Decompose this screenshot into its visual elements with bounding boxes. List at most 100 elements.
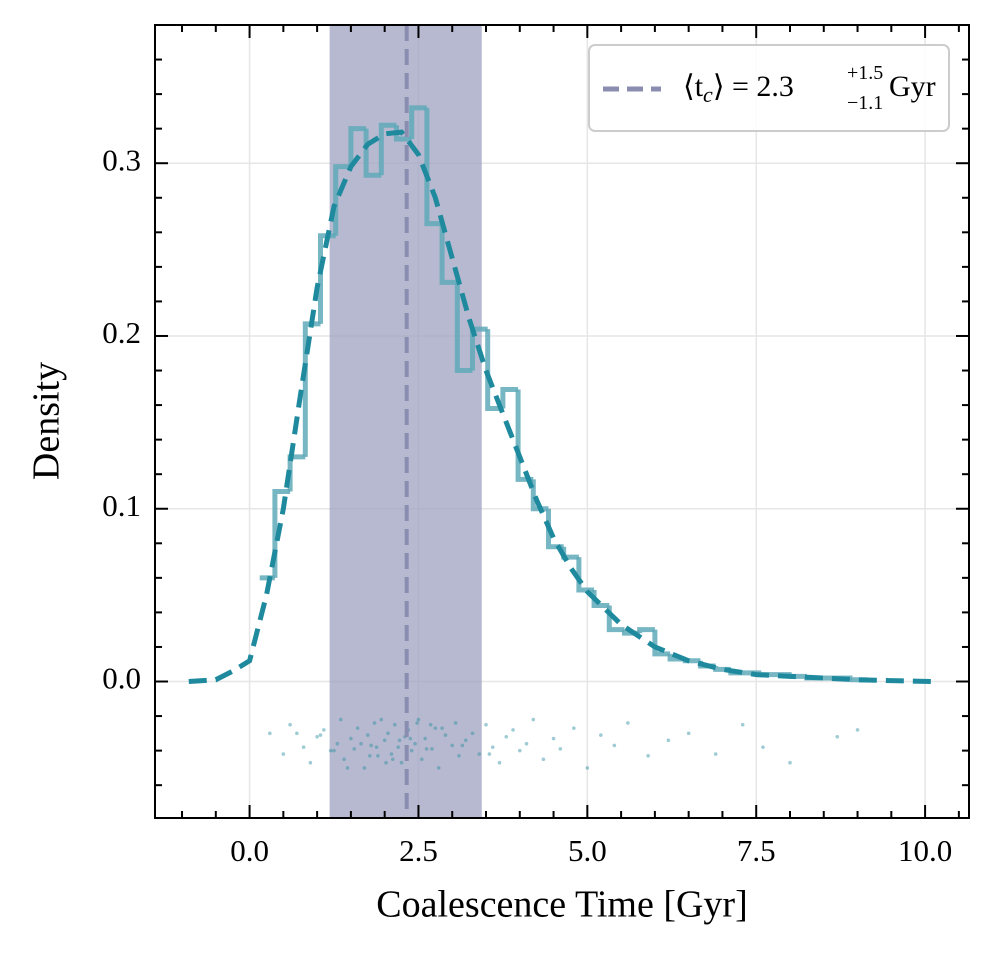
histogram-step [333,164,351,236]
histogram-step [272,488,291,578]
histogram-step [318,233,336,324]
x-tick-label: 10.0 [898,833,952,868]
sample-point [409,748,414,753]
x-tick-label: 2.5 [399,833,438,868]
sample-point [541,757,546,762]
sample-point [415,721,419,725]
sample-point [551,736,556,741]
sample-point [487,752,492,756]
sample-point [460,743,465,748]
legend-text: +1.5 [847,62,883,84]
histogram-step [485,329,503,412]
legend-text: ⟨t [683,70,704,103]
sample-point [345,766,350,770]
sample-point [369,743,373,748]
sample-point [490,745,495,749]
sample-point [268,731,272,736]
sample-point [686,731,691,736]
sample-point [318,733,323,737]
y-tick-label: 0.1 [102,488,141,523]
legend-box [588,44,950,132]
y-tick-label: 0.3 [102,142,141,177]
sample-point [416,717,421,722]
plot-frame [154,24,970,819]
histogram-step [393,125,412,142]
sample-point [713,752,718,756]
sample-point [382,738,387,743]
sample-point [835,734,840,739]
sample-point [558,747,563,751]
sample-point [626,721,630,725]
legend-label: ⟨tc⟩ = 2.3 +1.5 −1.1 Gyr [683,62,936,114]
sample-point [599,733,603,737]
legend-text: ⟩ = 2.3 [713,70,794,103]
x-tick-label: 5.0 [568,833,607,868]
sample-point [585,766,590,770]
sample-point [342,757,346,762]
sample-point [281,752,286,756]
legend-text: −1.1 [847,92,883,114]
y-tick-label: 0.0 [102,661,141,696]
histogram-step [652,629,671,657]
sample-point [572,726,576,730]
sample-point [379,717,384,722]
sample-point [612,743,617,748]
sample-point [390,757,395,762]
sample-point [384,760,388,765]
histogram-step [439,223,458,285]
sample-point [315,734,319,739]
sample-point [389,752,394,756]
sample-point [443,733,448,737]
sample-point [332,748,336,753]
sample-point [453,721,458,725]
sample-point [301,745,306,749]
y-tick-label: 0.2 [102,315,141,350]
y-axis-label: Density [26,362,68,480]
sample-point [335,741,340,746]
histogram-step [500,387,519,409]
sample-point [440,726,444,730]
sample-point [408,736,413,741]
sample-point [430,747,434,751]
sample-point [413,741,417,746]
sample-point [761,745,765,749]
legend-text: Gyr [889,70,936,103]
sample-point [424,747,429,751]
sample-point [436,766,441,770]
sample-point [477,752,482,756]
sample-point [396,745,400,749]
sample-point [359,741,363,746]
sample-point [788,760,792,765]
sample-point [376,754,380,758]
sample-point [397,738,402,743]
sample-point [349,736,353,741]
histogram-step [515,389,534,482]
sample-point [450,743,455,748]
histogram-step [302,321,321,457]
sample-point [423,736,428,741]
sample-point [355,726,360,730]
sample-point [288,722,292,727]
sample-point [365,733,370,737]
sample-point [740,722,745,727]
x-tick-label: 7.5 [737,833,776,868]
histogram-step [454,282,473,374]
sample-point [855,728,860,732]
sample-point [393,722,397,727]
histogram-step [287,454,306,492]
sample-point [666,738,671,743]
histogram-step [576,557,595,593]
sample-point [374,745,379,749]
x-axis-label: Coalescence Time [Gyr] [376,884,747,926]
sample-point [386,731,390,736]
sample-point [322,728,326,732]
sample-point [524,741,529,746]
histogram-step [409,105,427,140]
plot-area [155,25,969,818]
sample-point [368,754,372,758]
sample-point [531,717,536,722]
sample-point [433,726,438,730]
sample-point [328,748,333,753]
sample-point [352,747,357,751]
